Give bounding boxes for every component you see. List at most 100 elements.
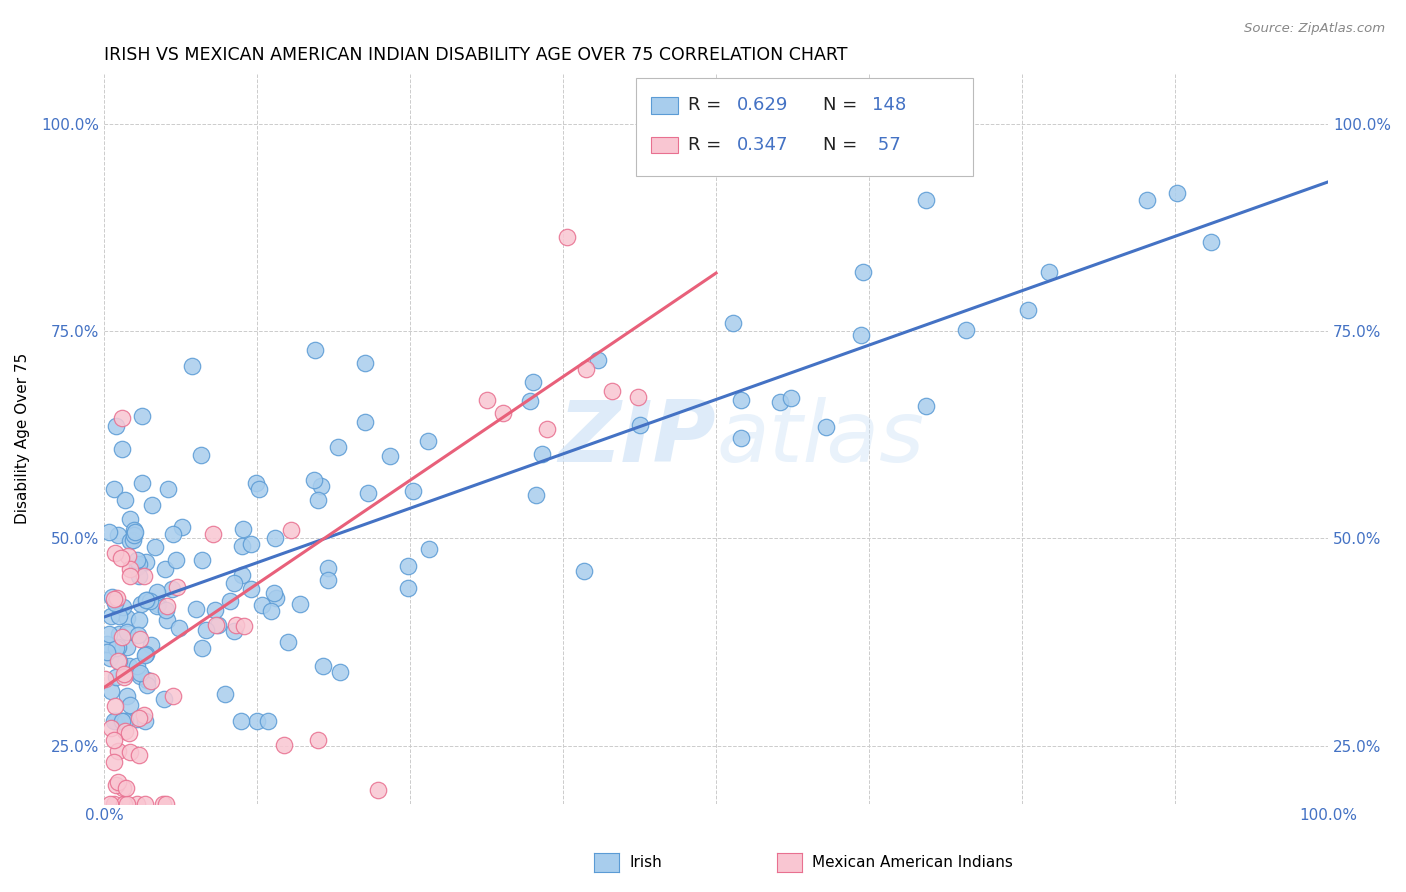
Point	[852, 265, 875, 279]
Point	[134, 708, 156, 723]
Point	[100, 608, 122, 623]
Point	[396, 581, 419, 595]
Point	[104, 640, 127, 655]
Point	[105, 591, 128, 605]
Point	[572, 564, 595, 578]
Point	[165, 553, 187, 567]
Point	[128, 747, 150, 762]
Point	[260, 604, 283, 618]
Point	[104, 546, 127, 560]
Point	[214, 687, 236, 701]
Point	[127, 628, 149, 642]
Point	[108, 654, 131, 668]
Point	[1166, 186, 1188, 200]
Point	[263, 531, 285, 545]
Point	[146, 597, 169, 611]
FancyBboxPatch shape	[651, 97, 678, 113]
Point	[107, 640, 129, 655]
Point	[103, 756, 125, 770]
Point	[103, 797, 125, 811]
Point	[815, 419, 838, 434]
Point	[779, 391, 801, 405]
Point	[118, 659, 141, 673]
Point	[418, 541, 440, 556]
Point	[111, 714, 134, 728]
Point	[207, 618, 229, 632]
Point	[555, 230, 578, 244]
Point	[730, 431, 752, 445]
Point	[107, 654, 129, 668]
Point	[416, 434, 439, 449]
Point	[768, 395, 790, 409]
Point	[114, 714, 136, 728]
Point	[201, 527, 224, 541]
Point	[162, 689, 184, 703]
Point	[304, 343, 326, 358]
Point	[127, 552, 149, 566]
Point	[1038, 265, 1060, 279]
Point	[96, 645, 118, 659]
Point	[186, 601, 208, 615]
Point	[118, 725, 141, 739]
Point	[166, 580, 188, 594]
Point	[129, 668, 152, 682]
Point	[231, 567, 253, 582]
Point	[98, 651, 121, 665]
Point	[307, 492, 329, 507]
Point	[531, 447, 554, 461]
Point	[135, 593, 157, 607]
Point	[105, 670, 128, 684]
Point	[103, 482, 125, 496]
Point	[145, 599, 167, 614]
Point	[153, 562, 176, 576]
Point	[232, 619, 254, 633]
Point	[131, 476, 153, 491]
Point	[245, 714, 267, 728]
Point	[141, 498, 163, 512]
Point	[302, 473, 325, 487]
Point	[115, 689, 138, 703]
Point	[104, 699, 127, 714]
Point	[100, 590, 122, 604]
Point	[492, 406, 515, 420]
Point	[105, 418, 128, 433]
Point	[105, 714, 128, 728]
Point	[222, 624, 245, 638]
Point	[103, 714, 125, 728]
Point	[124, 524, 146, 539]
Point	[204, 603, 226, 617]
Point	[627, 390, 650, 404]
Point	[112, 670, 135, 684]
Point	[115, 640, 138, 655]
Point	[329, 665, 352, 680]
FancyBboxPatch shape	[637, 78, 973, 177]
Point	[110, 551, 132, 566]
Point	[115, 781, 138, 796]
Point	[94, 672, 117, 686]
Point	[156, 599, 179, 613]
Point	[263, 585, 285, 599]
Point	[155, 797, 177, 811]
Point	[128, 557, 150, 571]
Text: IRISH VS MEXICAN AMERICAN INDIAN DISABILITY AGE OVER 75 CORRELATION CHART: IRISH VS MEXICAN AMERICAN INDIAN DISABIL…	[104, 46, 848, 64]
Text: 0.347: 0.347	[737, 136, 789, 154]
Point	[111, 714, 134, 728]
Point	[160, 582, 183, 596]
Point	[111, 442, 134, 456]
Point	[100, 684, 122, 698]
Point	[721, 316, 744, 330]
Point	[316, 560, 339, 574]
Point	[135, 647, 157, 661]
Point	[264, 591, 287, 605]
Point	[125, 712, 148, 726]
Point	[122, 533, 145, 547]
Point	[353, 415, 375, 429]
Point	[257, 714, 280, 728]
Point	[915, 194, 938, 208]
Point	[108, 714, 131, 728]
Point	[205, 618, 228, 632]
Point	[114, 492, 136, 507]
Point	[118, 698, 141, 712]
Point	[277, 634, 299, 648]
Point	[134, 648, 156, 663]
